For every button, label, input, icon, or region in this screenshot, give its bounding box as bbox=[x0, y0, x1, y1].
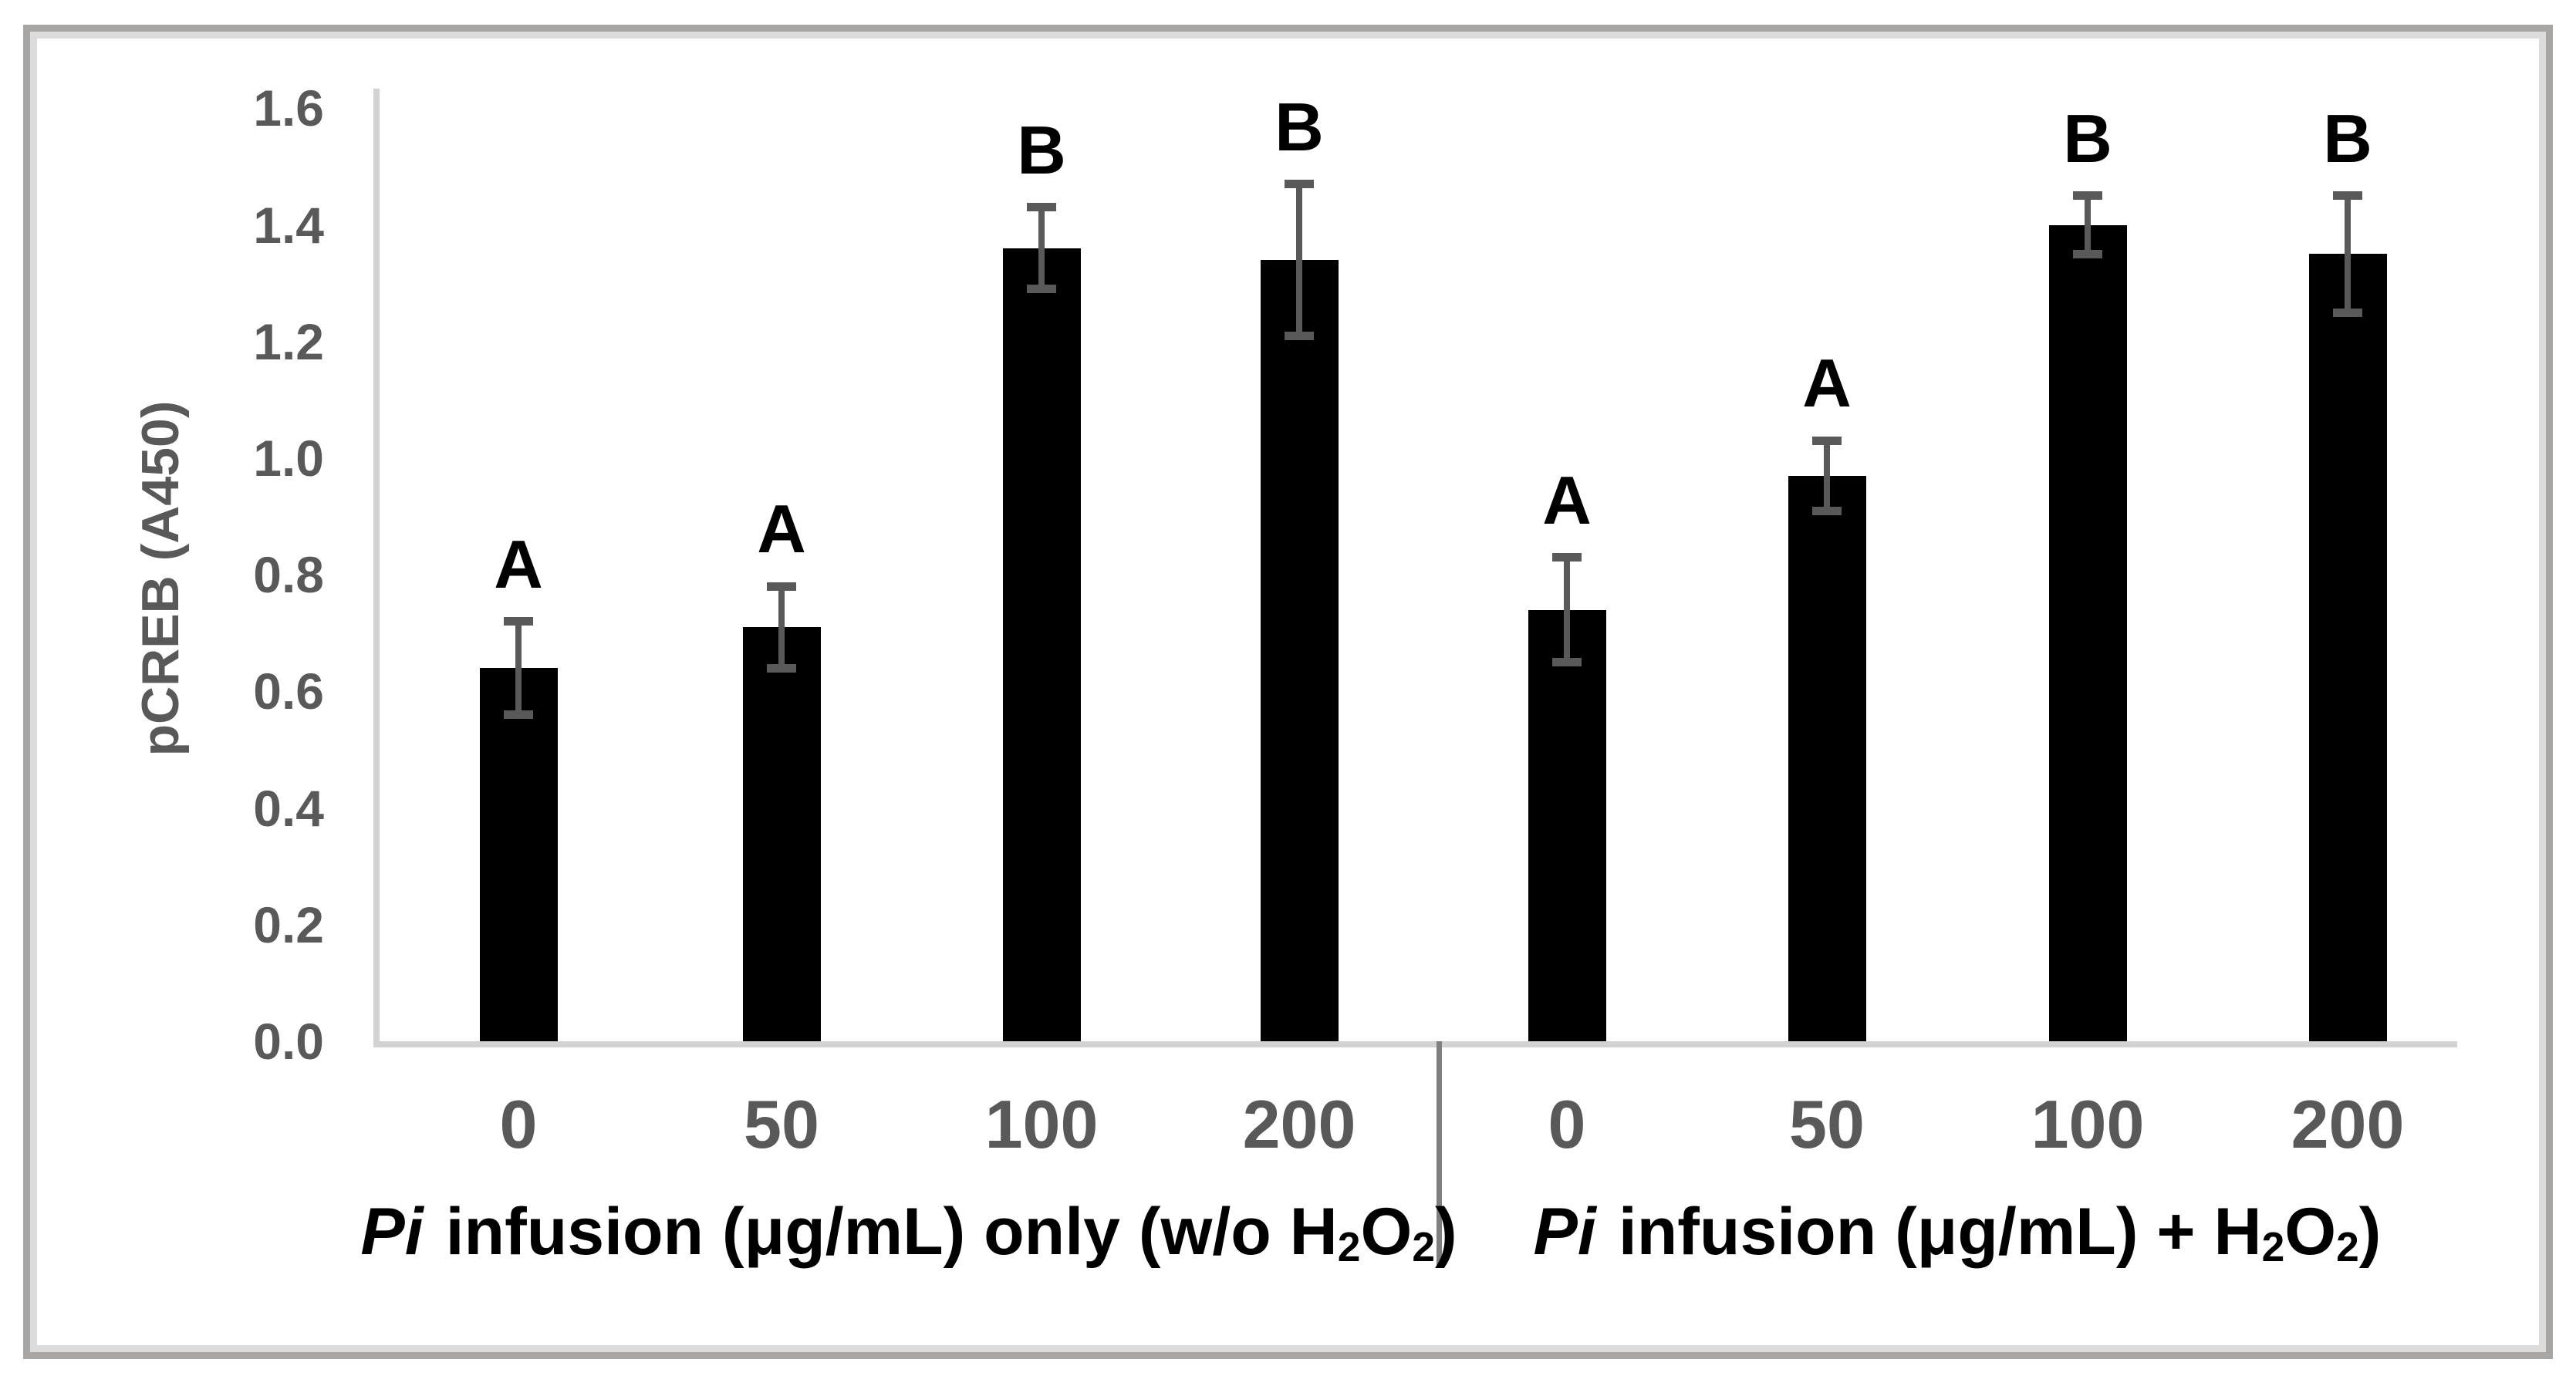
x-tick-label: 100 bbox=[2031, 1086, 2145, 1162]
data-bar bbox=[1002, 248, 1081, 1041]
error-bar-stem bbox=[2345, 195, 2351, 312]
data-bar bbox=[2048, 224, 2127, 1041]
y-axis-line bbox=[373, 89, 380, 1047]
x-tick-label: 200 bbox=[1242, 1086, 1356, 1162]
data-bar bbox=[742, 627, 821, 1041]
y-tick-label: 1.0 bbox=[253, 430, 324, 487]
error-bar-stem bbox=[778, 586, 785, 669]
significance-letter: A bbox=[1802, 345, 1852, 422]
y-tick-label: 0.4 bbox=[253, 779, 324, 837]
error-bar-stem bbox=[1824, 440, 1830, 511]
error-bar-stem bbox=[1038, 207, 1045, 289]
significance-letter: A bbox=[494, 525, 543, 602]
x-tick-label: 50 bbox=[1789, 1086, 1865, 1162]
error-bar-bottom-cap bbox=[1027, 285, 1056, 294]
y-tick-label: 0.0 bbox=[253, 1013, 324, 1070]
y-tick-label: 1.6 bbox=[253, 79, 324, 137]
error-bar-bottom-cap bbox=[1812, 506, 1842, 515]
group-label-text-segment: ) bbox=[2358, 1195, 2382, 1269]
error-bar-top-cap bbox=[1812, 436, 1842, 445]
y-tick-label: 0.6 bbox=[253, 663, 324, 720]
error-bar-bottom-cap bbox=[1552, 658, 1582, 667]
significance-letter: B bbox=[2323, 99, 2372, 177]
group-label-text-segment: O bbox=[2284, 1195, 2337, 1269]
group-label-subscript-segment: 2 bbox=[2336, 1224, 2359, 1270]
error-bar-stem bbox=[515, 621, 522, 715]
error-bar-bottom-cap bbox=[2073, 249, 2102, 258]
error-bar-stem bbox=[2085, 195, 2091, 255]
error-bar-stem bbox=[1564, 557, 1570, 663]
group-label-subscript-segment: 2 bbox=[1337, 1224, 1361, 1270]
group-label-text-segment: ) bbox=[1435, 1195, 1457, 1269]
data-bar bbox=[479, 668, 558, 1041]
group-label-text-segment: O bbox=[1360, 1195, 1413, 1269]
error-bar-bottom-cap bbox=[2333, 308, 2362, 317]
error-bar-top-cap bbox=[1027, 203, 1056, 212]
group-label-subscript-segment: 2 bbox=[1412, 1224, 1436, 1270]
x-axis-group-label: Pi infusion (μg/mL) only (w/o H2O2) bbox=[330, 1192, 1487, 1281]
group-label-subscript-segment: 2 bbox=[2261, 1224, 2285, 1270]
error-bar-top-cap bbox=[2333, 191, 2362, 201]
significance-letter: A bbox=[1542, 461, 1592, 538]
group-label-text-segment: infusion (μg/mL) + H bbox=[1599, 1195, 2262, 1269]
data-bar bbox=[1260, 259, 1339, 1041]
x-tick-label: 200 bbox=[2291, 1086, 2405, 1162]
y-tick-label: 1.4 bbox=[253, 196, 324, 254]
figure-border bbox=[23, 25, 2553, 1359]
y-tick-label: 0.2 bbox=[253, 895, 324, 953]
group-label-italic-segment: Pi bbox=[1533, 1195, 1596, 1269]
error-bar-bottom-cap bbox=[504, 710, 533, 720]
error-bar-bottom-cap bbox=[1285, 331, 1314, 340]
error-bar-top-cap bbox=[1552, 553, 1582, 562]
error-bar-top-cap bbox=[767, 582, 796, 591]
error-bar-top-cap bbox=[2073, 191, 2102, 201]
group-divider-line bbox=[1437, 1041, 1442, 1266]
x-axis-group-label: Pi infusion (μg/mL) + H2O2) bbox=[1379, 1192, 2536, 1281]
data-bar bbox=[2308, 254, 2387, 1041]
data-bar bbox=[1788, 475, 1866, 1041]
x-tick-label: 0 bbox=[499, 1086, 538, 1162]
y-tick-label: 0.8 bbox=[253, 546, 324, 604]
x-tick-label: 100 bbox=[984, 1086, 1099, 1162]
group-label-italic-segment: Pi bbox=[360, 1195, 424, 1269]
x-tick-label: 50 bbox=[744, 1086, 819, 1162]
x-axis-line bbox=[373, 1041, 2457, 1047]
error-bar-top-cap bbox=[1285, 180, 1314, 189]
significance-letter: B bbox=[1274, 88, 1324, 165]
significance-letter: A bbox=[757, 491, 806, 568]
error-bar-bottom-cap bbox=[767, 663, 796, 673]
significance-letter: B bbox=[1017, 111, 1066, 188]
y-tick-label: 1.2 bbox=[253, 312, 324, 370]
error-bar-stem bbox=[1296, 184, 1302, 336]
significance-letter: B bbox=[2063, 99, 2112, 177]
group-label-text-segment: infusion (μg/mL) only (w/o H bbox=[427, 1195, 1338, 1269]
data-bar bbox=[1528, 609, 1606, 1041]
x-tick-label: 0 bbox=[1548, 1086, 1586, 1162]
error-bar-top-cap bbox=[504, 617, 533, 626]
